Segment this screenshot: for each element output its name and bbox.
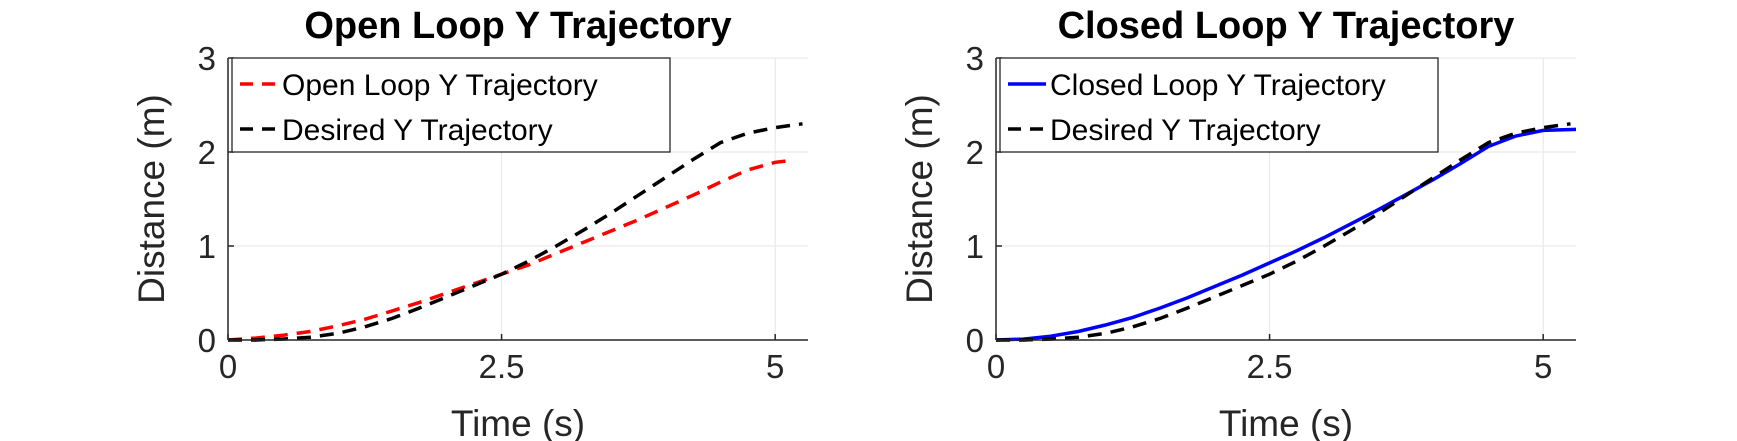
y-tick-label: 1: [198, 228, 216, 265]
series-line-closed-loop-y-trajectory: [995, 127, 1577, 342]
legend-label: Desired Y Trajectory: [1050, 114, 1321, 147]
y-tick-label: 2: [198, 134, 216, 171]
y-tick-label: 0: [198, 322, 216, 359]
y-axis-label: Distance (m): [899, 94, 940, 304]
x-axis-label: Time (s): [1219, 403, 1353, 441]
legend-label: Closed Loop Y Trajectory: [1050, 69, 1386, 102]
chart-title: Closed Loop Y Trajectory: [1058, 5, 1515, 47]
legend-box: [231, 57, 671, 153]
y-tick-label: 3: [198, 40, 216, 77]
legend-label: Open Loop Y Trajectory: [282, 69, 598, 102]
legend-box: [999, 57, 1439, 153]
x-tick-label: 0: [987, 348, 1005, 385]
x-tick-label: 2.5: [479, 348, 525, 385]
x-axis-label: Time (s): [451, 403, 585, 441]
x-tick-label: 0: [219, 348, 237, 385]
legend: Closed Loop Y Trajectory Desired Y Trajec…: [999, 57, 1439, 153]
x-tick-label: 5: [766, 348, 784, 385]
legend-label: Desired Y Trajectory: [282, 114, 553, 147]
y-tick-label: 0: [966, 322, 984, 359]
y-tick-label: 3: [966, 40, 984, 77]
series-line-open-loop-y-trajectory: [227, 158, 792, 342]
x-tick-label: 5: [1534, 348, 1552, 385]
series-line-desired-y-trajectory: [228, 122, 803, 342]
series-line-desired-y-trajectory: [996, 122, 1571, 342]
chart-title: Open Loop Y Trajectory: [304, 5, 731, 47]
legend: Open Loop Y Trajectory Desired Y Trajecto…: [231, 57, 671, 153]
x-tick-label: 2.5: [1247, 348, 1293, 385]
y-tick-label: 2: [966, 134, 984, 171]
y-axis-label: Distance (m): [131, 94, 172, 304]
closed-loop-panel: 0 2.5 5 0 1 2 3 Closed Loop Y Trajectory Distanc…: [899, 5, 1577, 441]
y-tick-label: 1: [966, 228, 984, 265]
open-loop-panel: 0 2.5 5 0 1 2 3 Open Loop Y Trajectory Distance …: [131, 5, 808, 441]
